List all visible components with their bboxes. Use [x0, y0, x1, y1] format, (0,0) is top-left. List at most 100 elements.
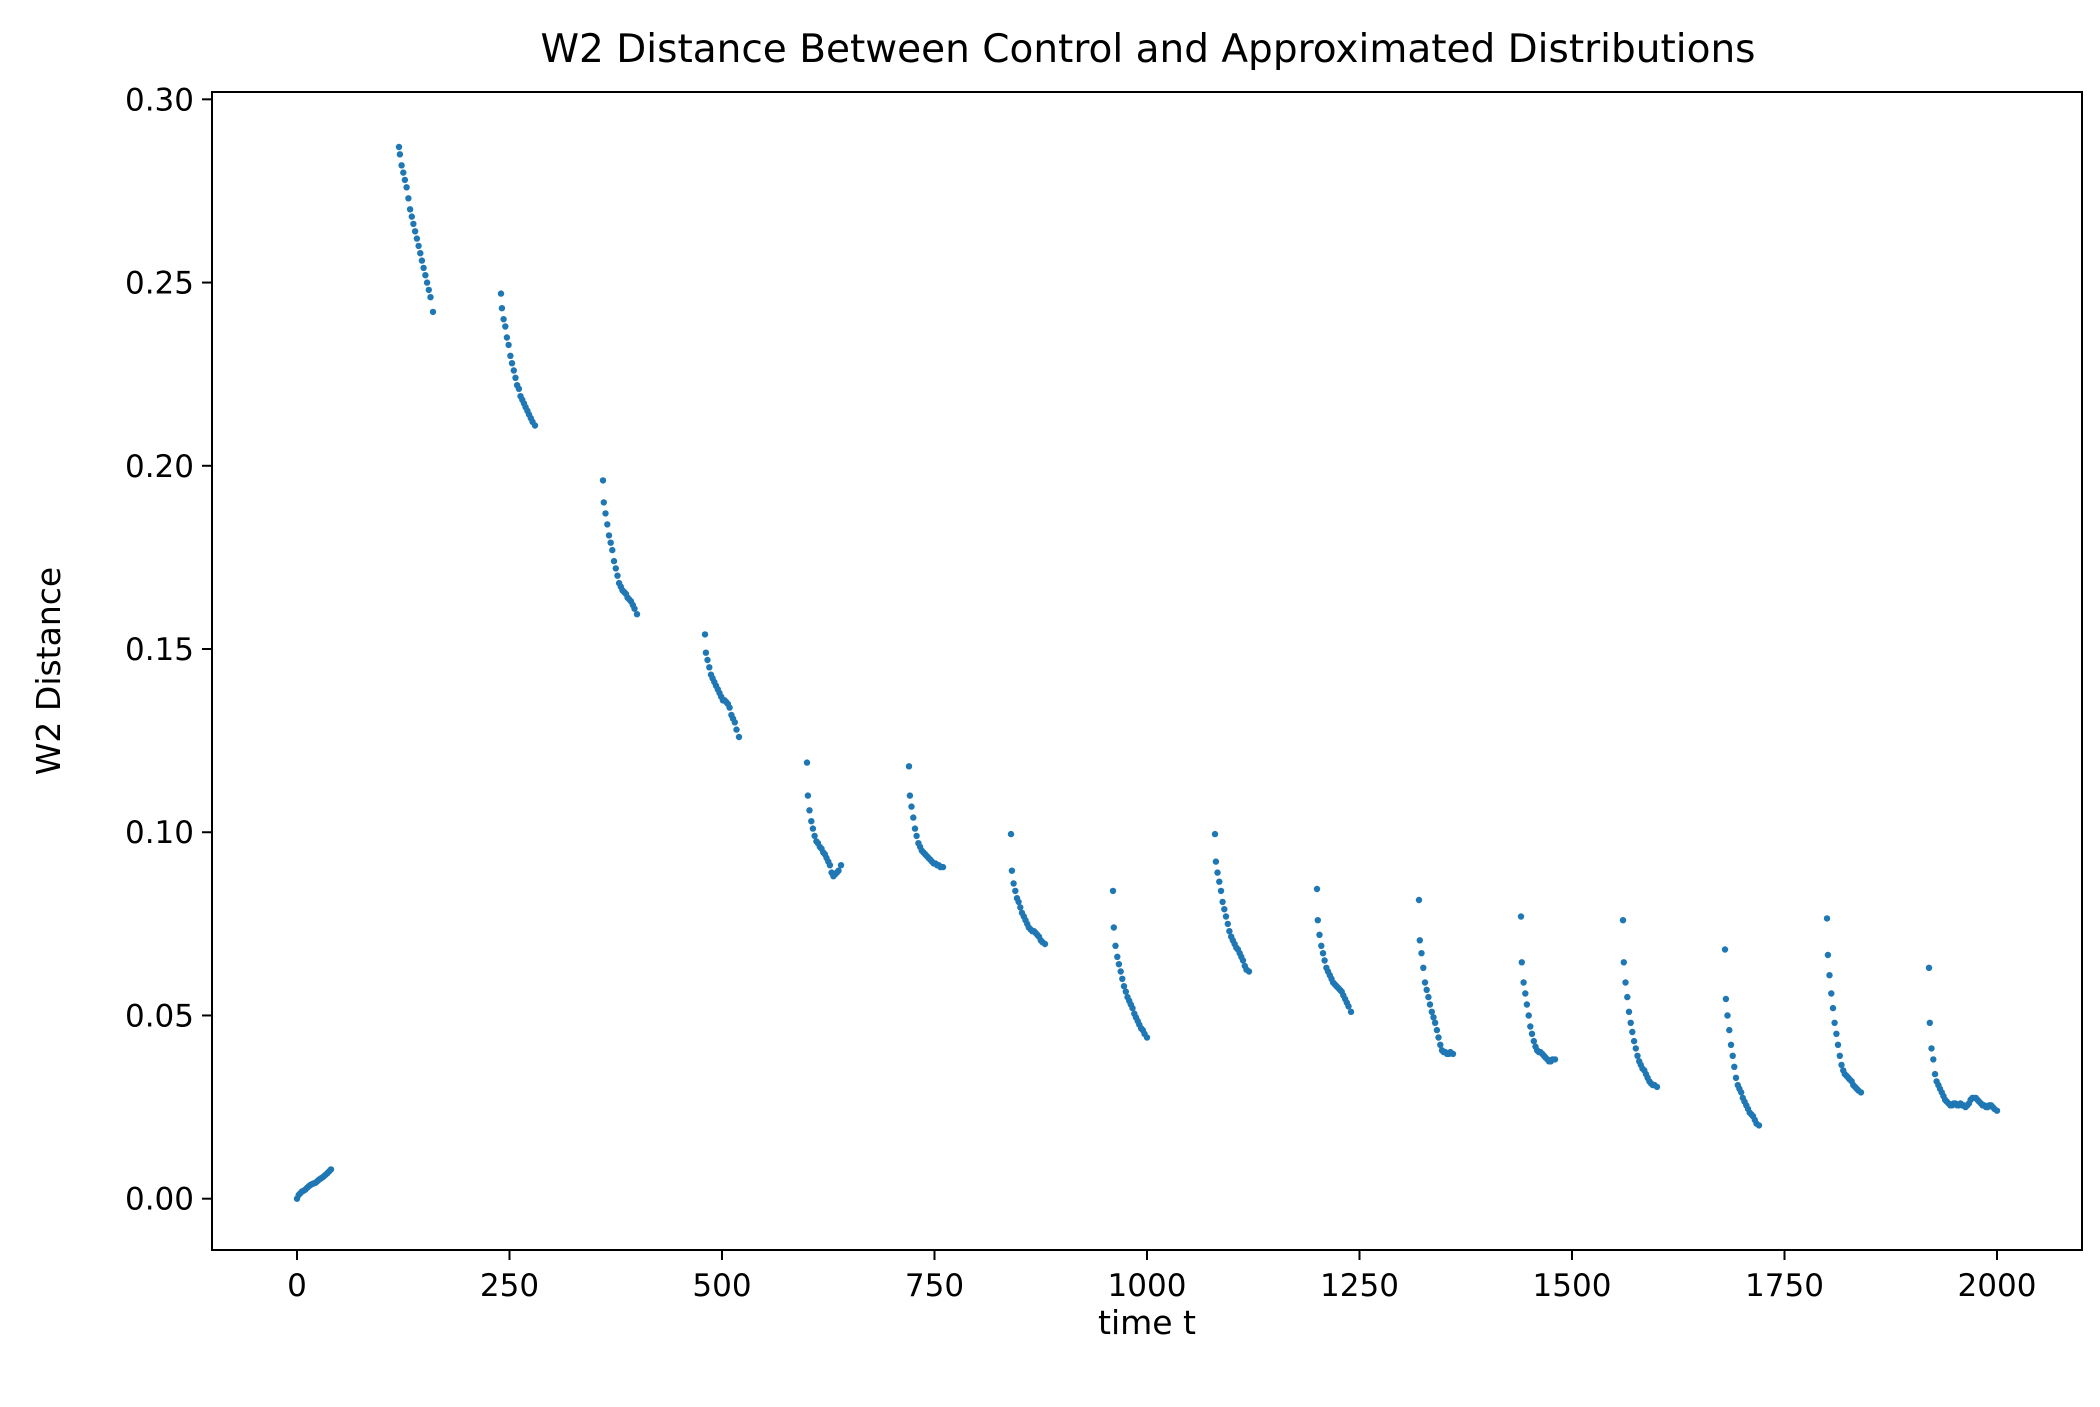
data-point [1041, 940, 1049, 948]
y-tick-label: 0.10 [125, 815, 194, 851]
data-point [422, 272, 429, 279]
data-point [1653, 1083, 1661, 1091]
data-point [395, 143, 403, 151]
data-point [1449, 1050, 1457, 1058]
data-point [1823, 915, 1831, 922]
data-point [631, 605, 638, 612]
data-point [1829, 1004, 1837, 1012]
x-tick-label: 750 [905, 1268, 964, 1304]
data-point [503, 334, 511, 341]
data-point [733, 726, 740, 733]
data-point [423, 279, 431, 286]
data-point [1925, 964, 1933, 971]
data-point [1012, 887, 1019, 895]
data-point [1122, 988, 1130, 995]
data-point [406, 206, 414, 213]
data-point [403, 184, 410, 191]
data-point [1423, 986, 1430, 993]
data-point [1222, 913, 1230, 920]
data-point [1632, 1045, 1640, 1052]
data-point [1729, 1052, 1736, 1060]
data-point [1015, 898, 1022, 906]
data-point [425, 286, 432, 294]
data-point [1731, 1063, 1738, 1071]
data-point [1928, 1045, 1935, 1052]
data-point [1212, 858, 1220, 865]
data-point [1619, 917, 1627, 924]
data-point [702, 649, 710, 656]
data-point [1319, 950, 1327, 957]
data-point [512, 374, 519, 381]
data-point [1219, 898, 1226, 906]
data-point [1838, 1061, 1845, 1069]
data-point [1007, 830, 1015, 838]
data-point [835, 867, 842, 874]
y-tick-label: 0.05 [125, 998, 194, 1034]
data-point [429, 308, 437, 316]
data-point [1634, 1052, 1641, 1060]
data-point [396, 151, 404, 158]
data-point [803, 759, 811, 766]
y-axis-label: W2 Distance [29, 567, 68, 775]
data-point [1625, 1008, 1633, 1015]
data-point [607, 539, 614, 546]
data-point [408, 213, 415, 220]
data-point [1433, 1026, 1441, 1034]
y-tick-label: 0.25 [125, 266, 194, 302]
data-point [1724, 1012, 1731, 1019]
x-axis-label: time t [1098, 1303, 1196, 1342]
x-tick-label: 1000 [1108, 1268, 1187, 1304]
data-point [1110, 924, 1118, 931]
data-point [1425, 993, 1432, 1001]
data-point [1112, 942, 1119, 949]
data-point [1431, 1019, 1439, 1026]
data-point [1216, 878, 1223, 885]
y-tick-label: 0.00 [125, 1182, 194, 1218]
data-point [1314, 917, 1322, 924]
data-point [731, 719, 738, 726]
data-point [939, 863, 947, 871]
data-point [417, 250, 424, 257]
y-tick-label: 0.30 [125, 82, 194, 118]
data-point [906, 792, 914, 799]
data-point [1857, 1089, 1865, 1096]
data-point [599, 477, 607, 484]
data-point [1620, 959, 1628, 966]
data-point [1630, 1037, 1638, 1045]
data-point [1245, 968, 1253, 975]
data-point [1721, 946, 1729, 953]
data-point [1318, 942, 1325, 949]
data-point [1726, 1026, 1733, 1034]
data-point [602, 510, 609, 517]
data-point [1530, 1037, 1538, 1045]
data-point [1834, 1041, 1842, 1049]
data-point [1008, 867, 1016, 874]
data-point [1738, 1089, 1745, 1096]
data-point [1017, 904, 1024, 911]
data-point [1217, 887, 1225, 895]
x-tick-label: 1500 [1533, 1268, 1612, 1304]
data-point [633, 611, 641, 618]
data-point [804, 792, 812, 799]
data-point [420, 264, 427, 272]
data-point [1518, 959, 1526, 966]
data-point [911, 825, 919, 832]
x-tick-label: 1750 [1745, 1268, 1824, 1304]
data-point [405, 195, 412, 202]
x-tick-label: 0 [287, 1268, 307, 1304]
data-point [515, 385, 523, 392]
data-point [401, 176, 409, 184]
data-point [400, 169, 407, 176]
data-point [410, 220, 417, 228]
data-point [398, 162, 405, 169]
data-point [1727, 1041, 1735, 1049]
data-point [1437, 1041, 1444, 1049]
data-point [1527, 1023, 1534, 1030]
data-point [531, 422, 539, 429]
data-point [905, 763, 913, 770]
data-point [1416, 937, 1424, 944]
x-axis: 0 250 500 750 1000 1250 1500 1750 2000 [287, 1250, 2036, 1304]
data-point [1119, 975, 1126, 982]
